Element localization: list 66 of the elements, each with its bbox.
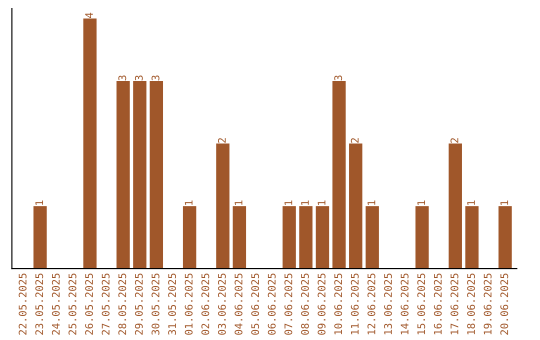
bar <box>33 206 47 269</box>
x-tick-label: 03.06.2025 <box>218 274 226 335</box>
data-label: 1 <box>467 200 475 205</box>
data-label: 2 <box>218 138 226 143</box>
x-tick-label: 27.05.2025 <box>102 274 110 335</box>
x-tick-label: 23.05.2025 <box>35 274 44 335</box>
data-label: 4 <box>85 12 93 18</box>
x-tick-label: 29.05.2025 <box>134 274 143 335</box>
bar <box>465 206 479 269</box>
x-tick-label: 11.06.2025 <box>350 274 359 334</box>
x-tick-label: 18.06.2025 <box>467 274 475 334</box>
bar <box>116 81 130 269</box>
x-tick-label: 13.06.2025 <box>384 274 392 334</box>
x-tick-label: 31.05.2025 <box>168 274 176 335</box>
bar <box>150 81 164 269</box>
data-label: 1 <box>184 200 192 205</box>
x-tick-label: 30.05.2025 <box>152 274 160 335</box>
bar <box>282 206 296 269</box>
data-label: 1 <box>35 200 44 205</box>
bar <box>316 206 330 269</box>
x-tick-label: 05.06.2025 <box>251 274 260 335</box>
x-tick-label: 25.05.2025 <box>68 274 76 335</box>
data-label: 1 <box>417 200 426 205</box>
data-label: 1 <box>368 200 376 205</box>
x-tick-label: 07.06.2025 <box>284 274 292 335</box>
bar <box>216 144 230 269</box>
data-label: 2 <box>350 138 359 143</box>
x-tick-label: 28.05.2025 <box>118 274 126 335</box>
data-label: 3 <box>334 76 342 80</box>
data-label: 1 <box>301 200 309 205</box>
data-label: 3 <box>152 76 160 80</box>
x-tick-label: 26.05.2025 <box>85 274 93 335</box>
data-label: 1 <box>500 200 508 205</box>
x-tick-label: 09.06.2025 <box>318 274 326 335</box>
x-tick-label: 12.06.2025 <box>367 274 376 334</box>
bar <box>448 144 462 269</box>
data-label: 2 <box>450 138 458 143</box>
bar <box>83 18 97 269</box>
x-tick-label: 22.05.2025 <box>18 274 27 335</box>
x-tick-label: 24.05.2025 <box>52 274 60 335</box>
bar <box>349 144 362 269</box>
bar <box>133 81 146 269</box>
x-tick-label: 10.06.2025 <box>334 274 342 334</box>
x-tick-label: 06.06.2025 <box>268 274 276 335</box>
data-label: 1 <box>318 200 326 205</box>
x-tick-label: 14.06.2025 <box>400 274 409 334</box>
data-label: 3 <box>118 76 126 80</box>
x-tick-label: 02.06.2025 <box>201 274 210 335</box>
bar <box>366 206 379 269</box>
bar <box>415 206 429 269</box>
bar <box>182 206 196 269</box>
x-tick-label: 08.06.2025 <box>301 274 309 335</box>
data-label: 1 <box>234 200 242 205</box>
bar <box>299 206 312 269</box>
x-tick-label: 01.06.2025 <box>184 274 193 335</box>
data-label: 3 <box>134 76 143 80</box>
bar <box>498 206 512 269</box>
bar <box>332 81 346 269</box>
x-tick-label: 17.06.2025 <box>450 274 458 334</box>
x-tick-label: 16.06.2025 <box>434 274 442 334</box>
x-tick-label: 15.06.2025 <box>417 274 426 334</box>
x-tick-label: 04.06.2025 <box>234 274 242 335</box>
bar <box>232 206 246 269</box>
data-label: 1 <box>284 200 292 205</box>
x-tick-label: 20.06.2025 <box>500 274 508 335</box>
x-tick-label: 19.06.2025 <box>484 274 492 334</box>
